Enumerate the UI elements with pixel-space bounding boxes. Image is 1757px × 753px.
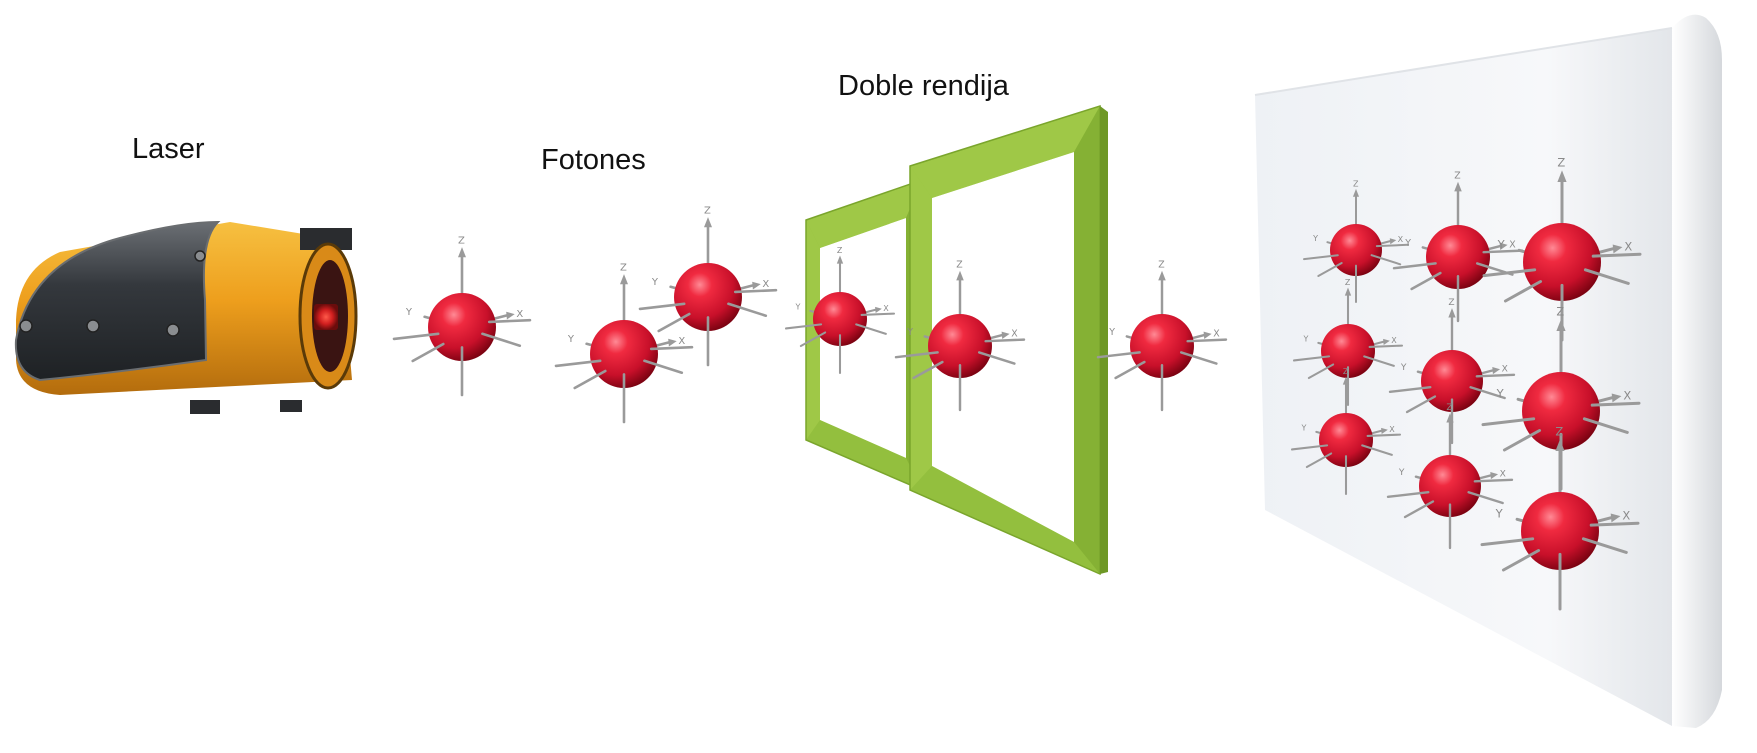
axis-label-z: Z bbox=[620, 263, 627, 274]
axis-label-y: Y bbox=[1302, 335, 1308, 344]
axis-label-y: Y bbox=[1312, 234, 1318, 243]
photon-sphere-icon: ZY X bbox=[1392, 171, 1524, 323]
photon-sphere-icon: Z Y X bbox=[894, 260, 1026, 412]
axis-label-y: Y bbox=[405, 307, 413, 318]
axis-label-x: X bbox=[516, 309, 523, 320]
axis-label-y: Y bbox=[1495, 506, 1504, 520]
photons-label: Fotones bbox=[541, 144, 646, 176]
axis-label-x: X bbox=[1500, 470, 1506, 480]
axis-label-x: X bbox=[762, 279, 769, 290]
axis-label-z: Z bbox=[1454, 171, 1460, 182]
photon-sphere-icon: Z Y X bbox=[1480, 424, 1640, 611]
axis-label-y: Y bbox=[794, 303, 800, 312]
axis-label-z: Z bbox=[956, 260, 962, 271]
axis-label-y: Y bbox=[1108, 327, 1115, 338]
photon-sphere-icon: ZY X bbox=[1303, 179, 1409, 303]
double-slit-label: Doble rendija bbox=[838, 70, 1009, 102]
axis-label-y: Y bbox=[1398, 468, 1405, 478]
axis-label-z: Z bbox=[1448, 298, 1454, 308]
axis-label-y: Y bbox=[1404, 238, 1411, 249]
axis-label-x: X bbox=[1624, 239, 1632, 253]
axis-label-y: Y bbox=[1497, 237, 1506, 251]
axis-label-x: X bbox=[1623, 388, 1631, 402]
axis-label-x: X bbox=[678, 336, 685, 347]
slit-frame-right bbox=[909, 104, 1101, 576]
axis-label-x: X bbox=[1389, 425, 1395, 434]
laser-device-icon bbox=[14, 220, 358, 414]
photon-sphere-icon: Z Y X bbox=[1290, 367, 1402, 496]
axis-label-y: Y bbox=[651, 277, 659, 288]
axis-label-x: X bbox=[1011, 328, 1018, 339]
photon-sphere-icon: Z Y X bbox=[784, 246, 896, 375]
axis-label-z: Z bbox=[458, 236, 465, 247]
photon-sphere-icon: Z Y X bbox=[1481, 304, 1641, 491]
axis-label-x: X bbox=[1622, 508, 1630, 522]
photon-sphere-icon: Z Y X bbox=[392, 236, 532, 397]
double-slit-frame-icon bbox=[805, 104, 1108, 576]
axis-label-z: Z bbox=[1555, 424, 1563, 438]
photon-sphere-icon: Z Y X bbox=[1096, 260, 1228, 412]
axis-label-z: Z bbox=[704, 206, 711, 217]
photon-sphere-icon: Z Y X bbox=[1292, 278, 1404, 407]
axis-label-y: Y bbox=[567, 334, 575, 345]
axis-label-x: X bbox=[1502, 365, 1508, 375]
axis-label-x: X bbox=[1509, 239, 1516, 250]
axis-label-z: Z bbox=[837, 246, 843, 255]
axis-label-x: X bbox=[1213, 328, 1220, 339]
axis-label-z: Z bbox=[1557, 155, 1565, 169]
axis-label-y: Y bbox=[1300, 424, 1306, 433]
photon-sphere-icon: Z Y X bbox=[1386, 403, 1514, 550]
axis-label-z: Z bbox=[1158, 260, 1164, 271]
laser-label: Laser bbox=[132, 133, 205, 165]
axis-label-z: Z bbox=[1343, 367, 1349, 376]
photon-sphere-icon: ZY X bbox=[1482, 155, 1642, 342]
axis-label-z: Z bbox=[1353, 179, 1359, 188]
axis-label-y: Y bbox=[1496, 386, 1505, 400]
axis-label-x: X bbox=[1398, 235, 1404, 244]
axis-label-x: X bbox=[1391, 336, 1397, 345]
axis-label-y: Y bbox=[906, 327, 913, 338]
axis-label-z: Z bbox=[1556, 304, 1564, 318]
axis-label-z: Z bbox=[1345, 278, 1351, 287]
photon-sphere-icon: Z Y X bbox=[1388, 298, 1516, 445]
photon-sphere-icon: Z Y X bbox=[554, 263, 694, 424]
axis-label-x: X bbox=[883, 304, 889, 313]
photon-sphere-icon: Z Y X bbox=[638, 206, 778, 367]
photon-group: ZY XZY XZY XZY XZY XZY XZY XZY XZY XZY XZY XZY XZY XZ… bbox=[392, 155, 1642, 611]
axis-label-z: Z bbox=[1446, 403, 1452, 413]
axis-label-y: Y bbox=[1400, 363, 1407, 373]
